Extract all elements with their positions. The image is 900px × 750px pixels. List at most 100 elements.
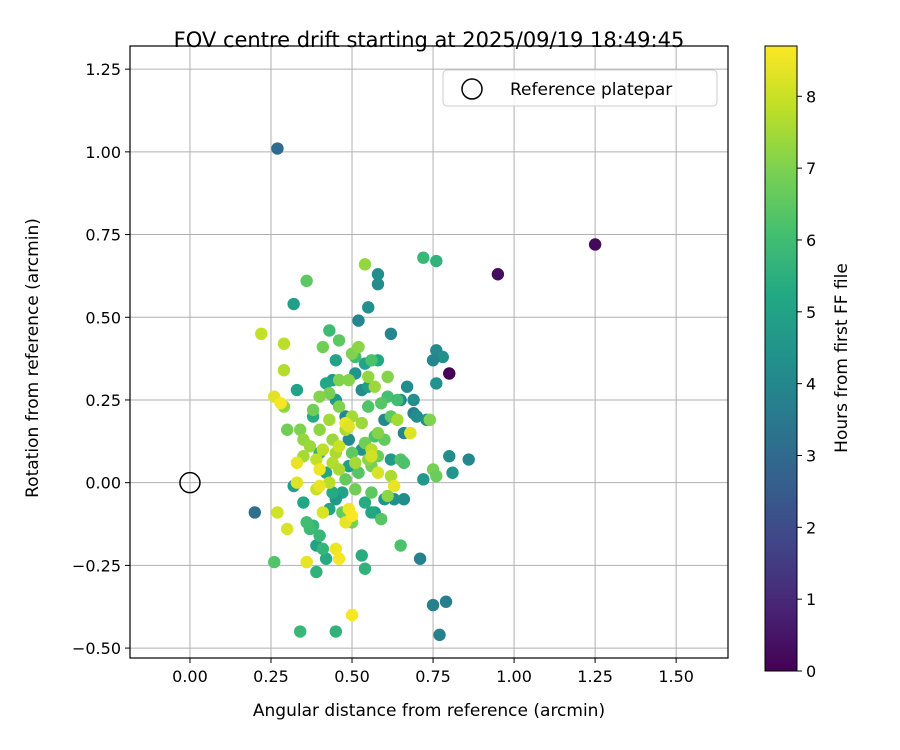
- data-point: [248, 506, 261, 519]
- data-point: [365, 486, 378, 499]
- data-point: [439, 595, 453, 608]
- data-point: [339, 473, 352, 486]
- data-point: [300, 555, 313, 569]
- data-point: [384, 469, 398, 483]
- x-tick-label: 1.00: [496, 667, 532, 686]
- data-point: [352, 340, 365, 354]
- data-point: [323, 387, 336, 400]
- data-point: [326, 486, 339, 499]
- data-point: [332, 334, 346, 347]
- data-point: [387, 479, 401, 493]
- data-point: [374, 397, 388, 410]
- data-point: [430, 377, 443, 390]
- data-point: [413, 552, 427, 565]
- data-point: [277, 337, 291, 350]
- legend-label: Reference platepar: [510, 80, 672, 100]
- data-point: [355, 416, 368, 430]
- data-point: [371, 466, 385, 479]
- data-point: [310, 565, 323, 579]
- data-point: [365, 506, 378, 519]
- data-point: [365, 354, 378, 367]
- data-point: [290, 476, 304, 489]
- data-point: [293, 625, 307, 638]
- data-point: [329, 542, 343, 556]
- data-point: [436, 350, 449, 364]
- data-point: [332, 463, 346, 476]
- data-point: [316, 542, 330, 556]
- data-point: [297, 496, 310, 509]
- x-tick-label: 1.50: [658, 667, 694, 686]
- data-point: [274, 397, 287, 410]
- x-tick-label: 0.50: [334, 667, 370, 686]
- data-point: [365, 450, 378, 463]
- data-point: [371, 268, 385, 281]
- data-point: [280, 522, 294, 536]
- data-point: [381, 489, 394, 503]
- data-point: [462, 453, 475, 466]
- data-point: [362, 301, 375, 314]
- data-point: [342, 433, 355, 446]
- colorbar-label: Hours from first FF file: [832, 263, 852, 453]
- x-tick-label: 0.25: [253, 667, 289, 686]
- legend-box: [442, 69, 718, 107]
- data-point: [329, 354, 343, 367]
- x-tick-label: 0.75: [415, 667, 451, 686]
- colorbar-gradient: [765, 46, 797, 671]
- data-point: [287, 297, 300, 311]
- data-point: [362, 370, 375, 384]
- data-point: [391, 393, 404, 407]
- data-point: [306, 403, 320, 417]
- data-point: [384, 327, 398, 341]
- data-point: [404, 426, 417, 440]
- data-point: [391, 413, 404, 427]
- data-point: [352, 314, 365, 327]
- data-point: [323, 324, 336, 337]
- colorbar: 0 1 2 3 4 5 6 7 8 Hours from first FF file: [764, 45, 852, 681]
- data-point: [397, 456, 411, 470]
- data-point: [368, 380, 381, 393]
- data-point: [313, 390, 326, 403]
- data-point: [316, 340, 330, 354]
- data-point: [255, 327, 268, 341]
- data-point: [332, 400, 346, 413]
- colorbar-frame: [764, 45, 798, 672]
- data-point: [384, 453, 398, 466]
- data-point: [271, 142, 284, 155]
- legend-reference-icon: [461, 78, 483, 100]
- grid: [130, 46, 728, 658]
- data-point: [588, 238, 602, 251]
- data-point: [332, 440, 346, 453]
- data-point: [362, 400, 375, 413]
- colorbar-tick-label: 4: [806, 375, 816, 394]
- plot-frame: [129, 45, 729, 659]
- data-point: [323, 413, 336, 427]
- data-point: [345, 446, 359, 460]
- data-point: [417, 251, 430, 264]
- reference-platepar-marker: [179, 471, 201, 494]
- y-tick-label: 0.25: [85, 391, 121, 410]
- data-point: [355, 549, 368, 562]
- data-point: [290, 456, 304, 470]
- data-point: [310, 453, 323, 466]
- data-point: [342, 420, 355, 433]
- data-point: [430, 254, 443, 268]
- data-point: [352, 466, 365, 479]
- y-tick-label: 0.75: [85, 226, 121, 245]
- y-tick-label: 0.50: [85, 308, 121, 327]
- data-point: [371, 426, 385, 440]
- colorbar-ticks: 0 1 2 3 4 5 6 7 8: [797, 87, 816, 681]
- colorbar-tick-label: 3: [806, 446, 816, 465]
- y-tick-label: 1.25: [85, 60, 121, 79]
- data-point: [349, 483, 362, 496]
- data-point: [319, 552, 333, 565]
- data-point: [303, 440, 317, 453]
- data-point: [332, 373, 346, 387]
- data-point: [332, 552, 346, 565]
- data-point: [349, 456, 362, 470]
- data-point: [358, 496, 372, 509]
- x-tick-label: 1.25: [577, 667, 613, 686]
- data-point: [358, 258, 372, 271]
- data-point: [491, 268, 505, 281]
- y-tick-label: 1.00: [85, 143, 121, 162]
- data-point: [400, 380, 414, 393]
